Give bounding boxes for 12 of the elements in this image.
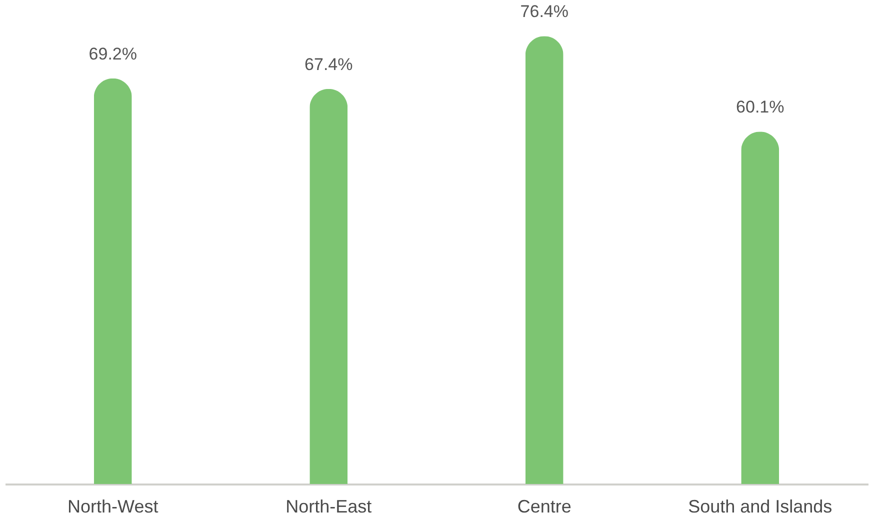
data-label: 69.2% — [88, 44, 137, 64]
data-label: 60.1% — [736, 98, 784, 117]
x-tick-label: South and Islands — [688, 496, 832, 516]
x-tick-label: Centre — [517, 496, 572, 516]
data-label: 67.4% — [304, 54, 353, 74]
x-tick-label: North-West — [68, 496, 158, 516]
bar — [525, 36, 564, 484]
data-label: 76.4% — [520, 2, 568, 22]
bar — [310, 88, 348, 484]
x-tick-label: North-East — [286, 496, 372, 516]
bar — [741, 132, 780, 484]
bar — [94, 78, 132, 484]
